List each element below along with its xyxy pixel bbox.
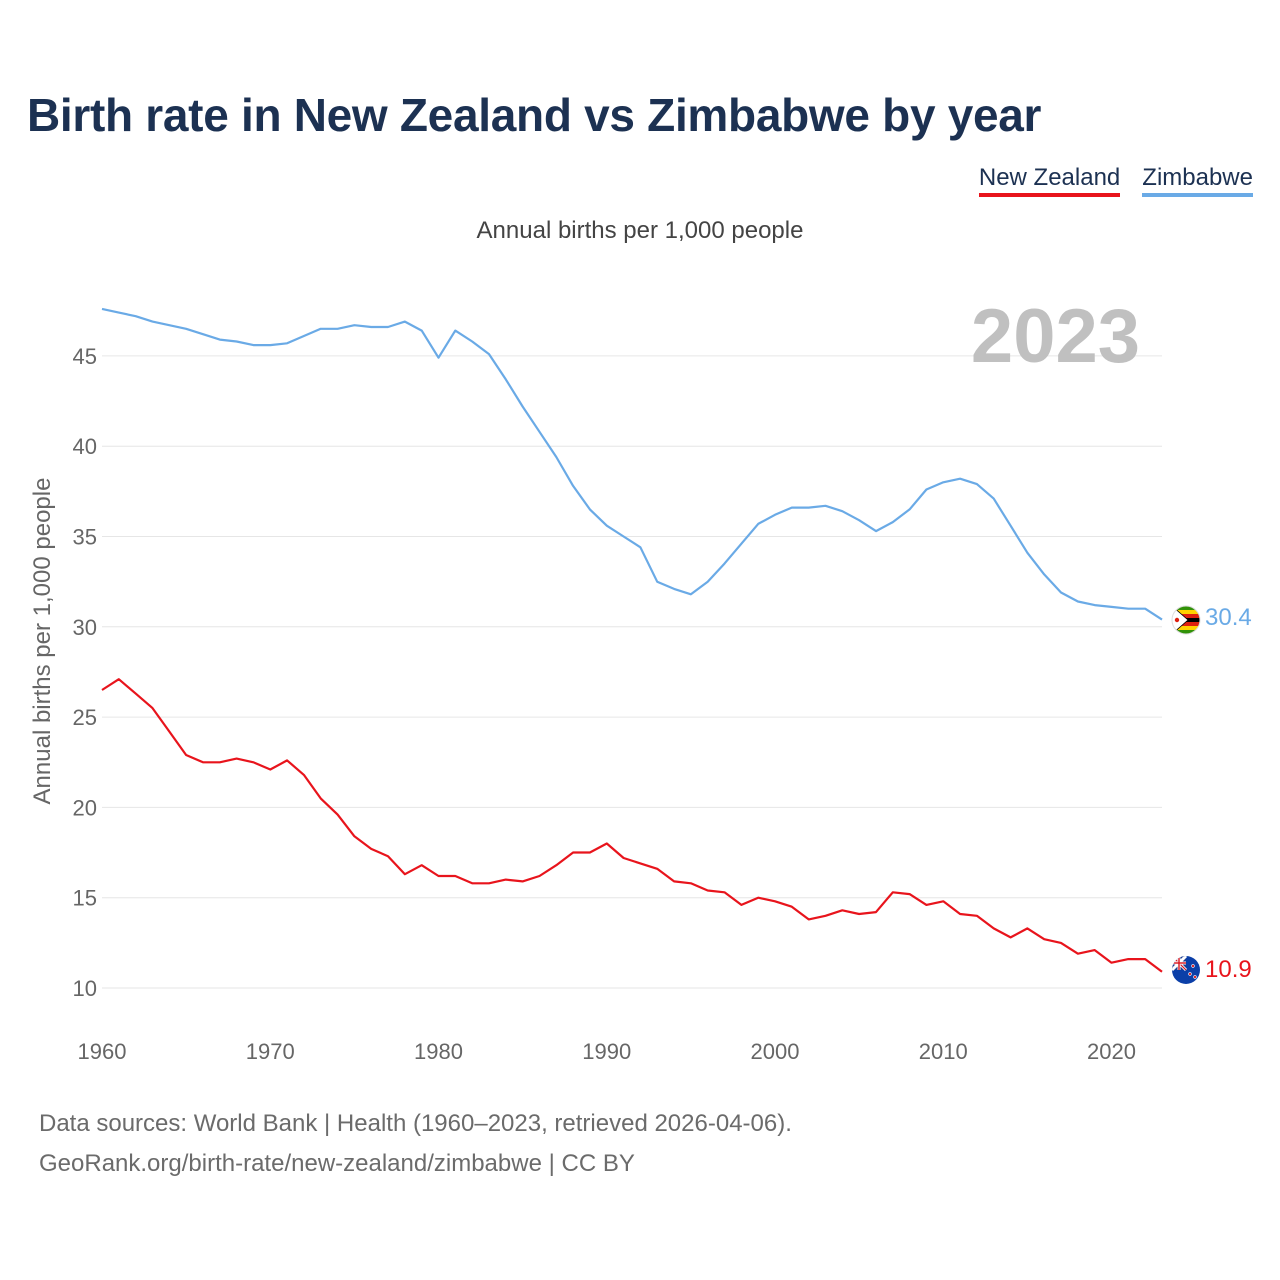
gridlines — [102, 355, 1162, 989]
y-axis-label: Annual births per 1,000 people — [29, 478, 56, 805]
legend-item-zimbabwe[interactable]: Zimbabwe — [1142, 164, 1253, 197]
series-lines — [101, 307, 1163, 973]
legend: New Zealand Zimbabwe — [978, 164, 1253, 197]
y-tick-label: 20 — [73, 795, 97, 820]
current-year-label: 2023 — [971, 294, 1140, 379]
footer: Data sources: World Bank | Health (1960–… — [39, 1104, 792, 1184]
x-tick-label: 1990 — [582, 1039, 631, 1064]
x-tick-label: 2000 — [751, 1039, 800, 1064]
legend-item-new-zealand[interactable]: New Zealand — [978, 164, 1121, 197]
line-chart: 10 15 20 25 30 35 40 45 1960 1970 1980 1990 2000 201… — [29, 294, 1252, 1064]
x-tick-label: 1960 — [78, 1039, 127, 1064]
y-tick-label: 35 — [73, 525, 97, 550]
data-source-text: Data sources: World Bank | Health (1960–… — [39, 1110, 792, 1137]
x-tick-label: 1980 — [414, 1039, 463, 1064]
zimbabwe-end-value-label: 30.4 — [1205, 604, 1252, 631]
y-tick-label: 40 — [73, 434, 97, 459]
series-line-zimbabwe — [101, 307, 1163, 621]
zimbabwe-flag-icon — [1171, 605, 1201, 635]
new-zealand-flag-icon — [1172, 956, 1200, 984]
new-zealand-end-value-label: 10.9 — [1205, 956, 1252, 983]
chart-title: Birth rate in New Zealand vs Zimbabwe by… — [27, 89, 1042, 141]
x-tick-label: 2020 — [1087, 1039, 1136, 1064]
x-axis: 1960 1970 1980 1990 2000 2010 2020 — [78, 1039, 1136, 1064]
x-tick-label: 2010 — [919, 1039, 968, 1064]
y-tick-label: 25 — [73, 705, 97, 730]
y-tick-label: 45 — [73, 344, 97, 369]
y-axis: 10 15 20 25 30 35 40 45 — [73, 344, 97, 1001]
x-tick-label: 1970 — [246, 1039, 295, 1064]
chart-subtitle: Annual births per 1,000 people — [476, 217, 804, 244]
y-tick-label: 15 — [73, 886, 97, 911]
series-line-new-zealand — [101, 678, 1163, 973]
y-tick-label: 10 — [73, 976, 97, 1001]
source-url-text: GeoRank.org/birth-rate/new-zealand/zimba… — [39, 1150, 635, 1177]
y-tick-label: 30 — [73, 615, 97, 640]
